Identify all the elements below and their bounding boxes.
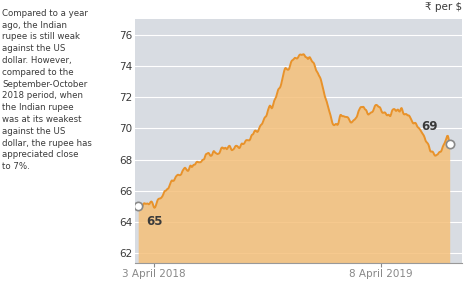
Text: 69: 69 xyxy=(422,120,438,133)
Text: Compared to a year
ago, the Indian
rupee is still weak
against the US
dollar. Ho: Compared to a year ago, the Indian rupee… xyxy=(2,9,92,171)
Text: 65: 65 xyxy=(146,215,163,228)
Text: ₹ per $: ₹ per $ xyxy=(425,2,462,12)
